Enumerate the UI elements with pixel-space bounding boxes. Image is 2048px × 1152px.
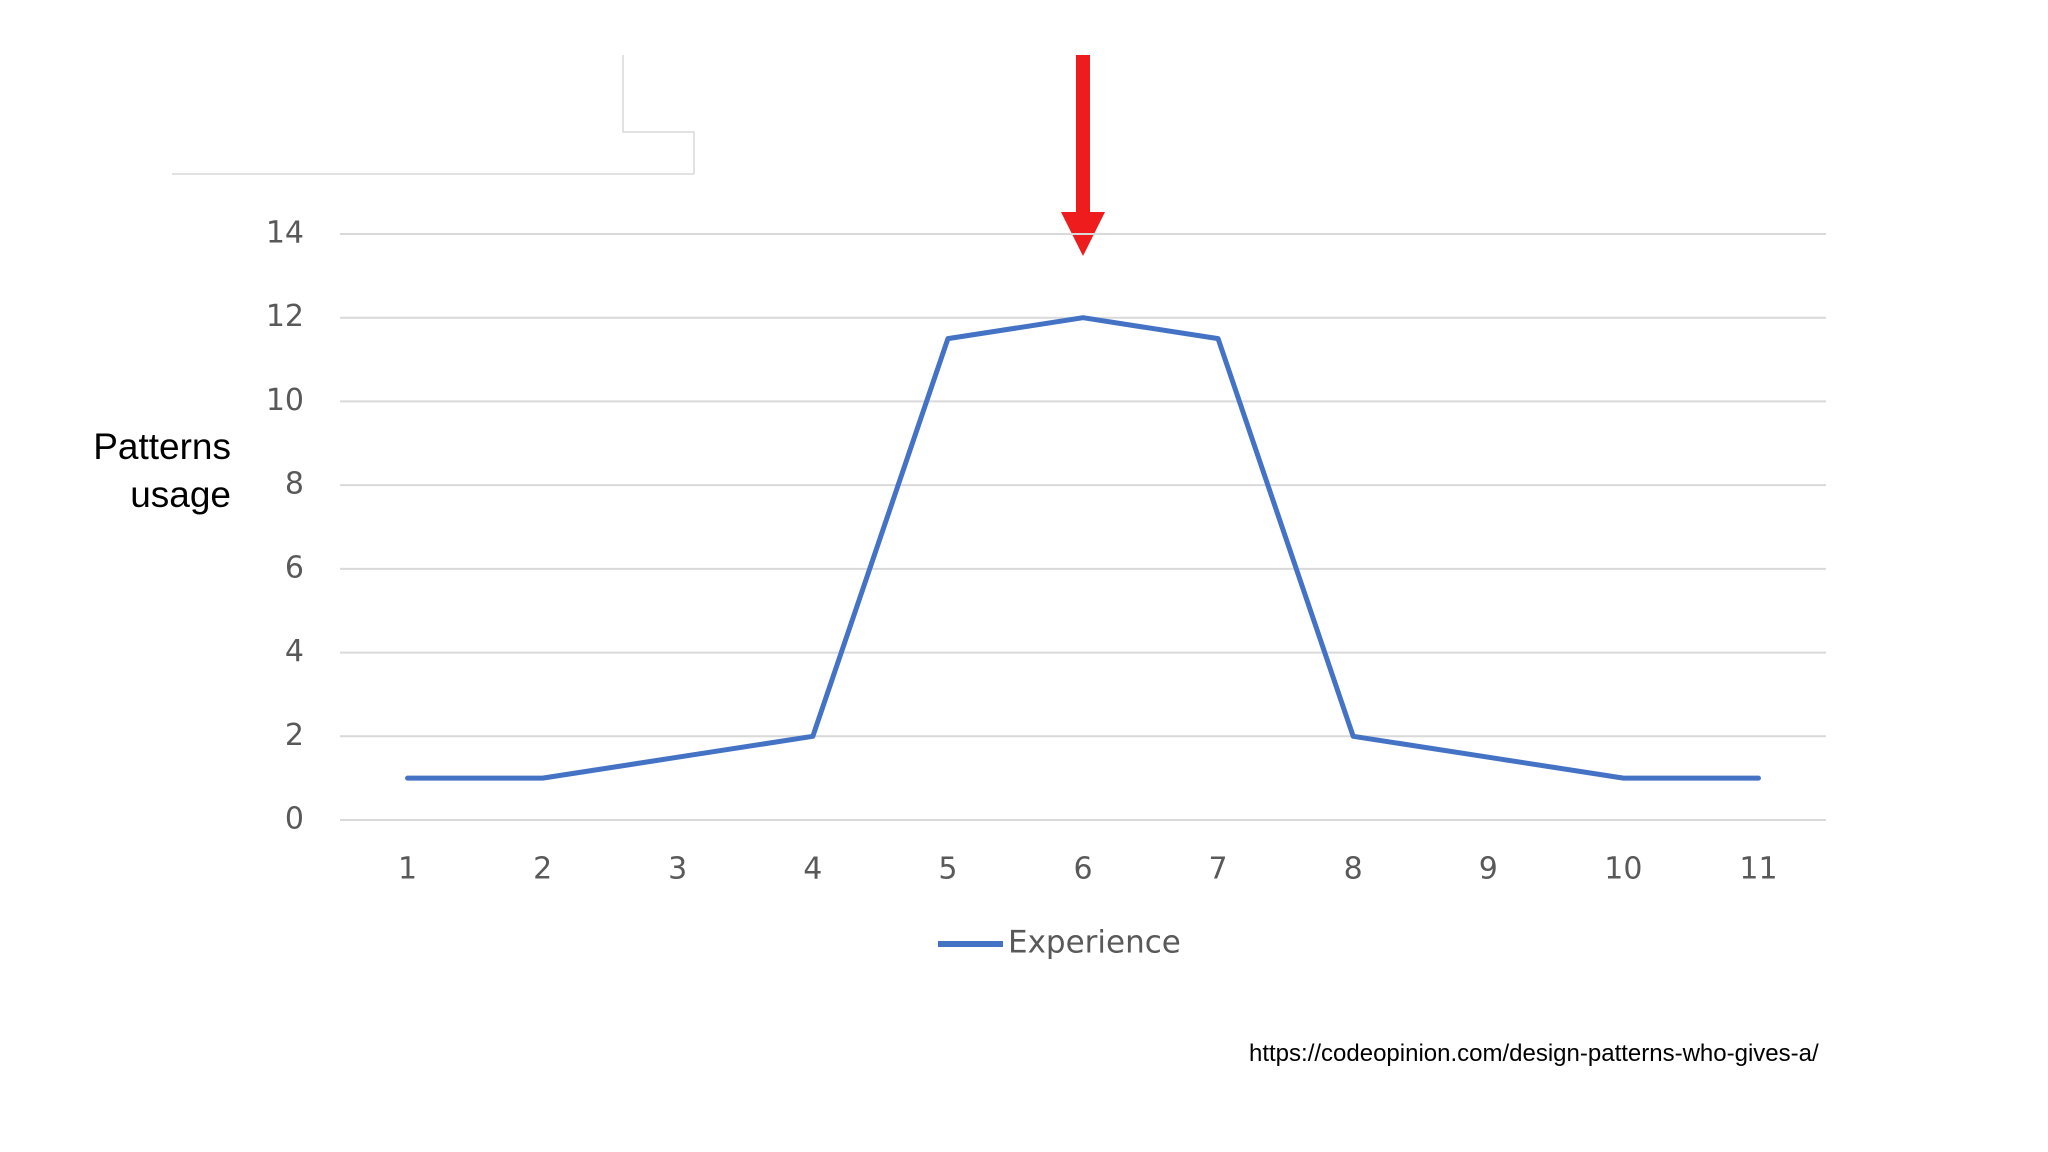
x-tick-label: 11 [1739, 852, 1777, 887]
legend-label: Experience [1008, 925, 1181, 961]
y-tick-label: 10 [266, 383, 304, 418]
x-tick-label: 2 [533, 852, 552, 887]
x-tick-label: 1 [398, 852, 417, 887]
y-tick-label: 2 [285, 718, 304, 753]
corner-decoration [172, 55, 695, 175]
y-tick-label: 12 [266, 299, 304, 334]
y-axis-label: Patterns usage [93, 426, 231, 515]
x-tick-label: 4 [803, 852, 822, 887]
y-tick-label: 14 [266, 216, 304, 251]
x-tick-label: 8 [1344, 852, 1363, 887]
data-line [405, 315, 1761, 781]
y-tick-label: 8 [285, 467, 304, 502]
red-arrow [1061, 55, 1105, 256]
y-tick-label: 0 [285, 802, 304, 837]
x-tick-label: 9 [1479, 852, 1498, 887]
x-tick-label: 7 [1209, 852, 1228, 887]
x-tick-label: 6 [1073, 852, 1092, 887]
x-tick-label: 3 [668, 852, 687, 887]
x-tick-label: 5 [938, 852, 957, 887]
source-link: https://codeopinion.com/design-patterns-… [1249, 1040, 1819, 1067]
x-tick-label: 10 [1604, 852, 1642, 887]
y-tick-label: 4 [285, 634, 304, 669]
y-tick-label: 6 [285, 550, 304, 585]
